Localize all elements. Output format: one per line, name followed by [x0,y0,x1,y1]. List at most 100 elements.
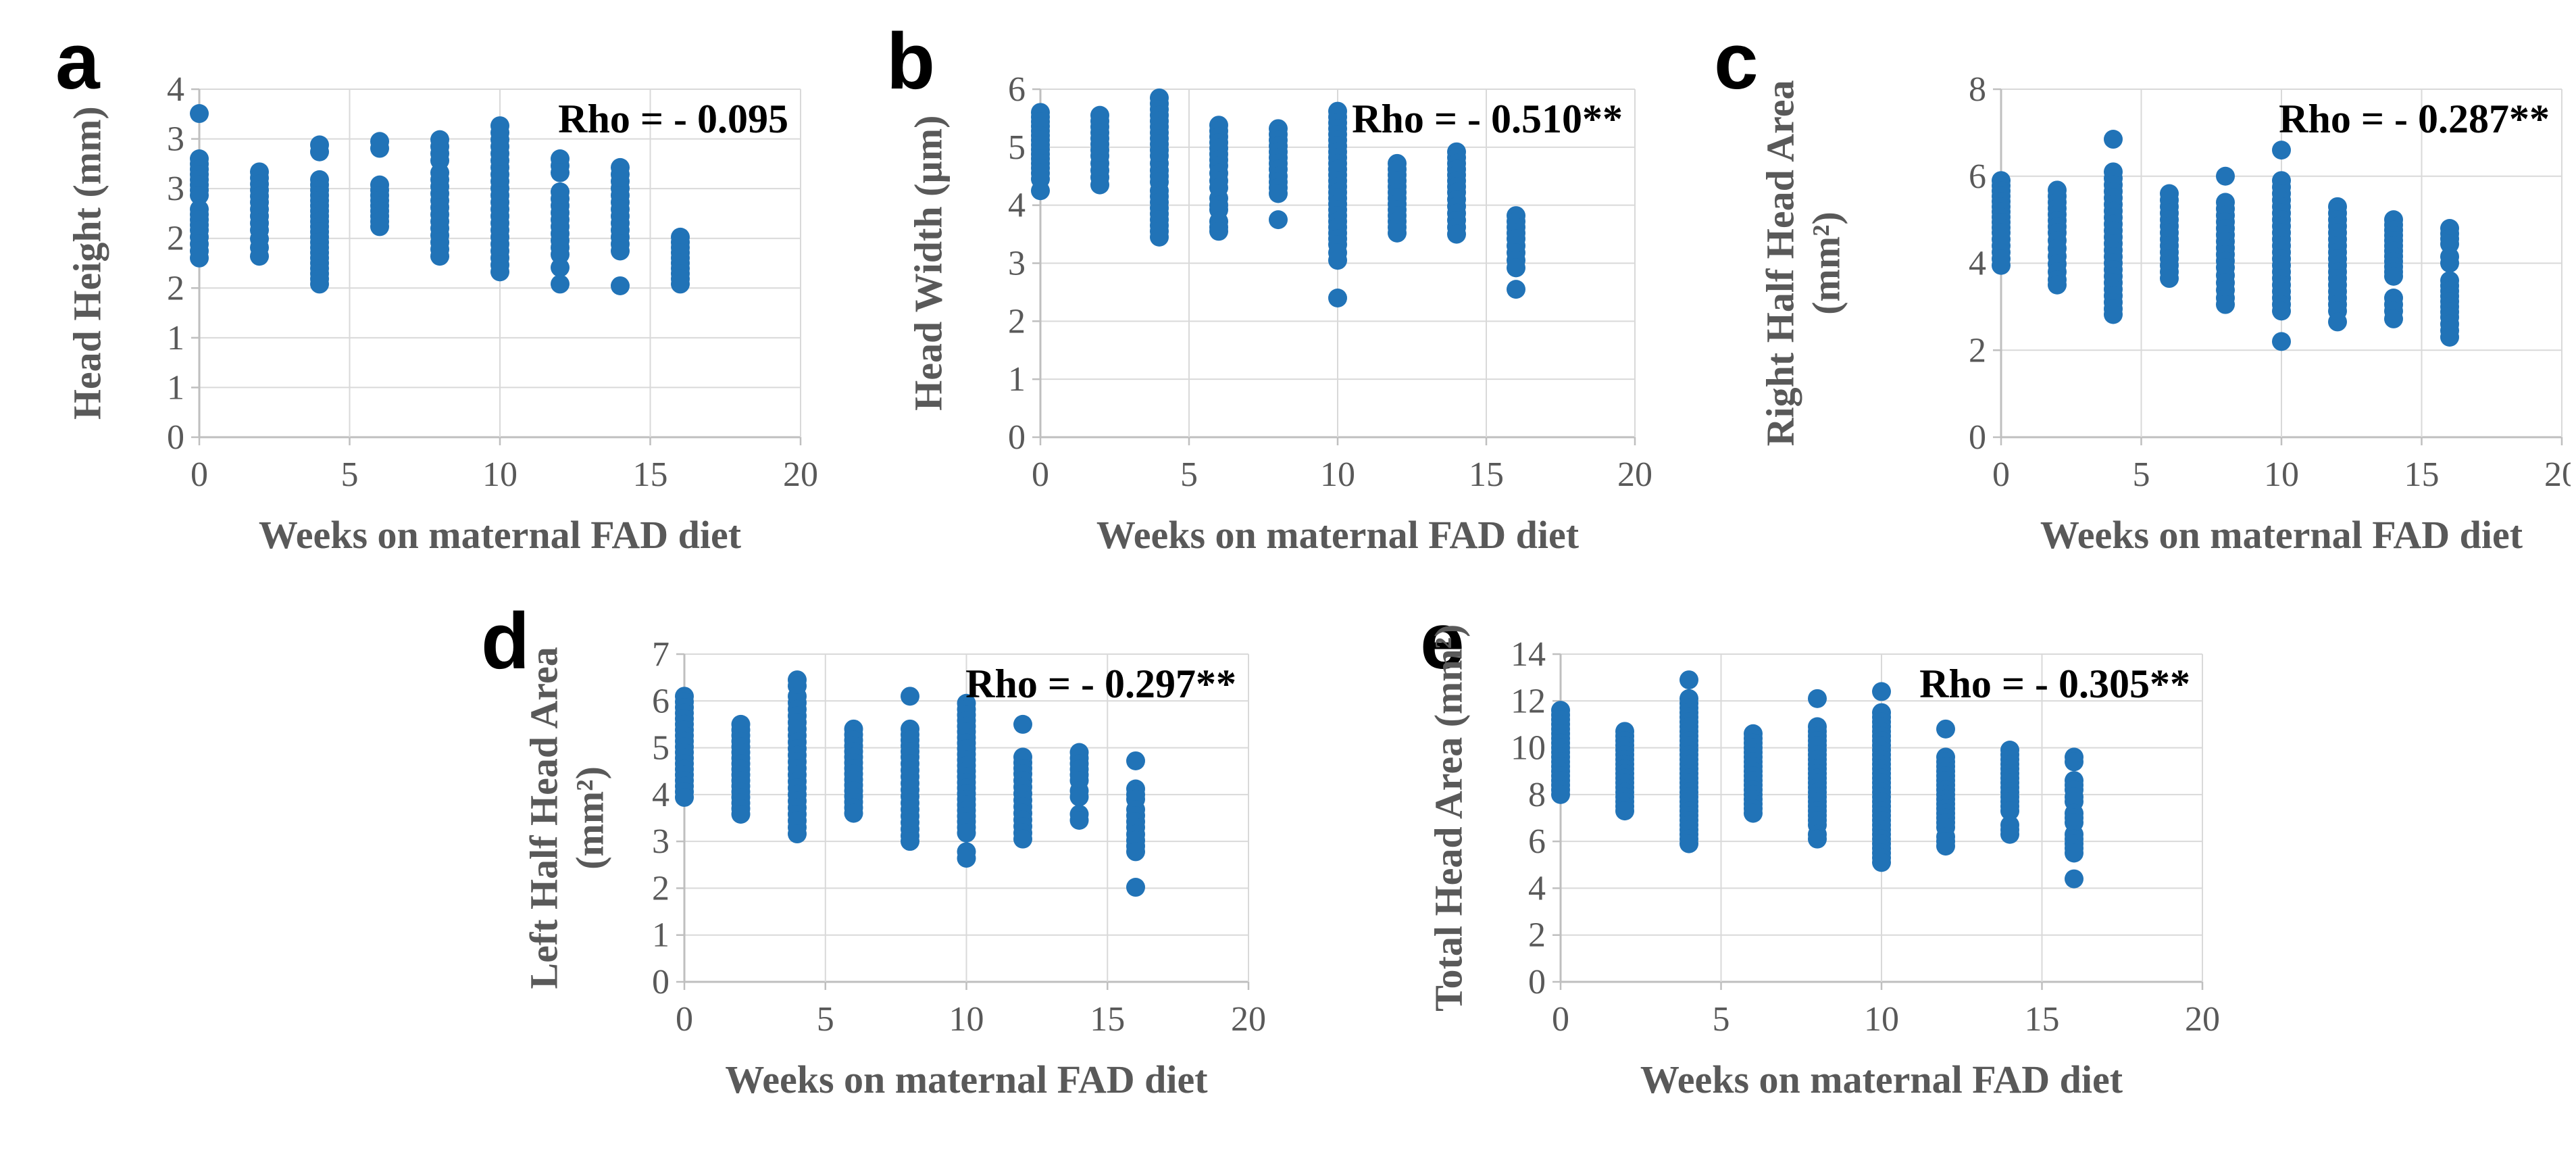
data-point [430,247,449,266]
data-point [2065,843,2083,863]
tick-label: 0 [1992,455,2010,494]
data-point [1507,280,1525,299]
tick-label: 4 [1528,869,1546,908]
tick-label: 4 [652,776,670,814]
tick-label: 0 [1008,418,1026,457]
data-point [2000,824,2019,844]
panel-letter-d: d [481,597,530,686]
data-point [2104,305,2123,324]
data-point [901,687,919,706]
data-point [190,104,209,124]
tick-label: 14 [1511,635,1546,674]
data-point [1328,251,1347,270]
data-point [2065,752,2083,772]
data-point [190,248,209,268]
tick-label: 2 [1969,331,1986,370]
tick-label: 15 [2025,1000,2060,1039]
tick-label: 12 [1511,682,1546,720]
data-point [1013,829,1032,849]
data-point [551,163,570,182]
tick-label: 2 [1008,302,1026,341]
x-axis-title-e: Weeks on maternal FAD diet [1640,1058,2123,1101]
data-point [1090,175,1109,195]
tick-label: 2 [1528,916,1546,955]
tick-label: 1 [652,916,670,955]
tick-label: 1 [167,368,184,407]
tick-label: 5 [341,455,359,494]
tick-label: 5 [1713,1000,1730,1039]
data-point [1808,689,1827,708]
tick-label: 10 [2264,455,2299,494]
tick-label: 20 [1617,455,1652,494]
data-point [2216,166,2235,186]
tick-label: 5 [1180,455,1198,494]
tick-label: 0 [1552,1000,1569,1039]
tick-label: 3 [652,822,670,861]
tick-label: 4 [1969,245,1986,283]
tick-label: 2 [652,869,670,908]
data-point [1680,834,1698,853]
rho-annotation-a: Rho = - 0.095 [558,97,788,141]
data-point [1744,803,1763,823]
data-point [844,803,863,823]
data-point [1992,255,2011,275]
tick-label: 0 [1032,455,1049,494]
tick-label: 2 [167,220,184,258]
data-point [250,247,269,266]
tick-label: 2 [167,269,184,307]
tick-label: 6 [1969,157,1986,196]
data-point [190,186,209,205]
tick-label: 20 [2185,1000,2220,1039]
panel-letter-b: b [886,17,936,106]
tick-label: 6 [1008,70,1026,109]
rho-annotation-b: Rho = - 0.510** [1352,97,1623,141]
data-point [671,274,690,294]
data-point [1680,670,1698,690]
data-point [1126,842,1145,862]
tick-label: 6 [652,682,670,720]
data-point [2065,869,2083,889]
data-point [1808,829,1827,849]
data-point [788,824,807,844]
data-point [551,274,570,294]
data-point [1872,682,1891,701]
panel-letter-e: e [1420,597,1465,686]
tick-label: 0 [1528,963,1546,1001]
data-point [490,262,509,282]
data-point [1936,837,1955,856]
data-point [1150,227,1169,247]
tick-label: 15 [1090,1000,1125,1039]
data-point [957,823,976,843]
tick-label: 10 [1320,455,1355,494]
panel-c: 8 6 4 2 0 0 5 10 15 20 c Right Half Head Area (mm… [1699,14,2571,561]
data-point [1872,853,1891,872]
data-point [1013,714,1032,734]
tick-label: 20 [783,455,818,494]
data-point [1031,181,1050,201]
tick-label: 4 [1008,187,1026,225]
x-axis-title-b: Weeks on maternal FAD diet [1096,513,1580,557]
data-point [310,142,329,162]
rho-annotation-d: Rho = - 0.297** [965,662,1236,706]
tick-label: 8 [1969,70,1986,109]
data-point [1936,719,1955,739]
data-point [1269,210,1288,230]
tick-label: 0 [1969,418,1986,457]
tick-label: 5 [2133,455,2150,494]
data-point [1269,184,1288,203]
tick-label: 7 [652,635,670,674]
panel-letter-c: c [1714,17,1759,106]
tick-label: 15 [633,455,668,494]
tick-label: 0 [167,418,184,457]
data-point [1126,751,1145,770]
data-point [2384,266,2403,286]
tick-label: 0 [191,455,208,494]
tick-label: 10 [482,455,517,494]
tick-label: 5 [817,1000,834,1039]
tick-label: 3 [167,170,184,208]
x-axis-title-a: Weeks on maternal FAD diet [258,513,742,557]
